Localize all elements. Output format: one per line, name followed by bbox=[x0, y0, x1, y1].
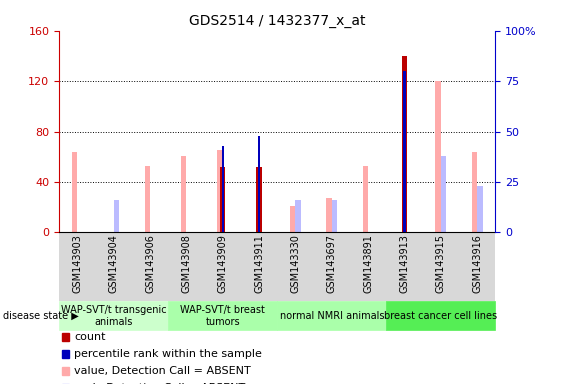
Bar bbox=[332, 200, 337, 232]
Bar bbox=[256, 167, 262, 232]
Bar bbox=[403, 71, 406, 232]
Bar bbox=[290, 206, 296, 232]
Bar bbox=[477, 186, 482, 232]
Bar bbox=[327, 198, 332, 232]
Bar bbox=[221, 146, 224, 232]
Bar bbox=[363, 166, 368, 232]
Bar bbox=[72, 152, 77, 232]
Bar bbox=[435, 81, 441, 232]
Text: count: count bbox=[74, 332, 106, 342]
Text: percentile rank within the sample: percentile rank within the sample bbox=[74, 349, 262, 359]
Bar bbox=[220, 167, 225, 232]
Bar bbox=[472, 152, 477, 232]
Bar bbox=[258, 136, 260, 232]
Text: rank, Detection Call = ABSENT: rank, Detection Call = ABSENT bbox=[74, 383, 245, 384]
Bar bbox=[145, 166, 150, 232]
Text: breast cancer cell lines: breast cancer cell lines bbox=[385, 311, 498, 321]
Text: WAP-SVT/t transgenic
animals: WAP-SVT/t transgenic animals bbox=[61, 305, 167, 327]
Title: GDS2514 / 1432377_x_at: GDS2514 / 1432377_x_at bbox=[189, 14, 365, 28]
Bar bbox=[402, 56, 407, 232]
Text: WAP-SVT/t breast
tumors: WAP-SVT/t breast tumors bbox=[180, 305, 265, 327]
Bar bbox=[217, 150, 223, 232]
Bar bbox=[296, 200, 301, 232]
Text: value, Detection Call = ABSENT: value, Detection Call = ABSENT bbox=[74, 366, 251, 376]
Text: normal NMRI animals: normal NMRI animals bbox=[280, 311, 384, 321]
Bar bbox=[181, 156, 186, 232]
Text: disease state ▶: disease state ▶ bbox=[3, 311, 79, 321]
Bar bbox=[114, 200, 119, 232]
Bar bbox=[441, 156, 446, 232]
